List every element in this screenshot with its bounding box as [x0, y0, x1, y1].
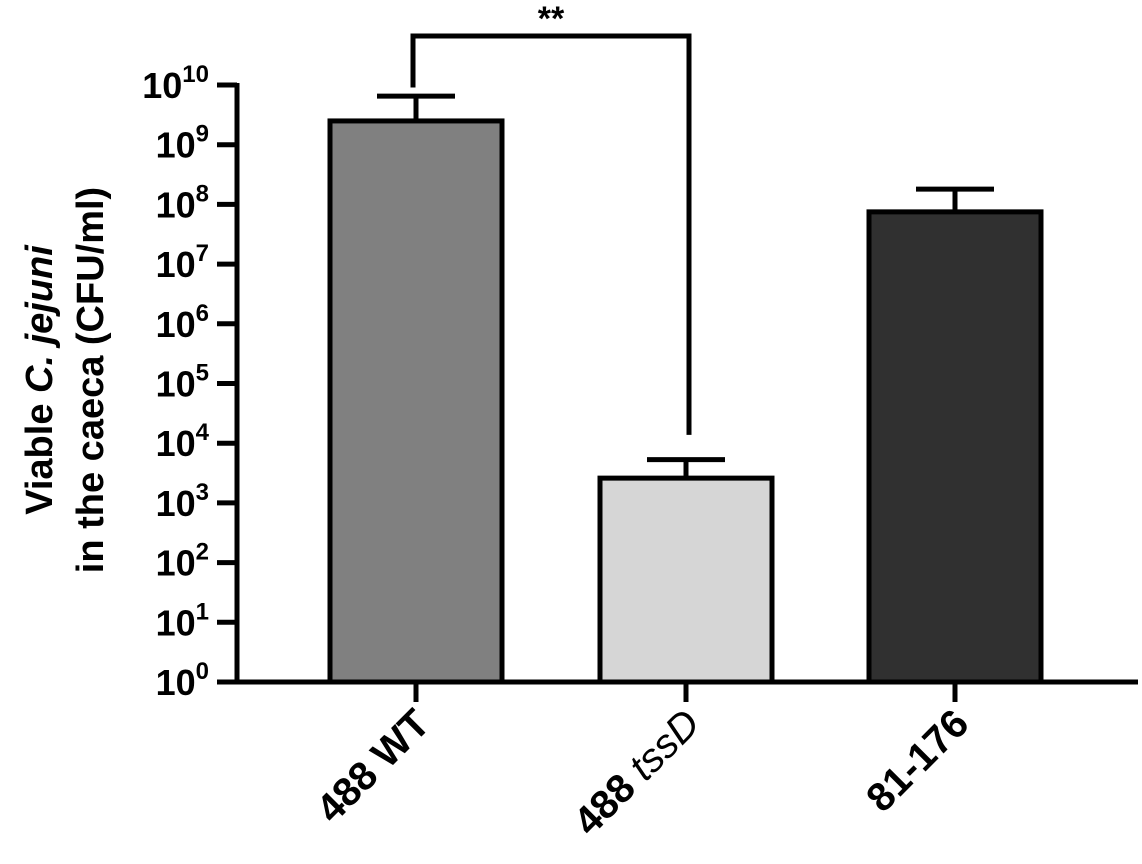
significance-label: ** [538, 0, 565, 38]
y-tick-label: 107 [156, 240, 209, 285]
significance-bracket [410, 33, 692, 435]
y-axis-label-line1: Viable C. jejuni [19, 244, 61, 515]
x-tick-label: 488 tssD [566, 701, 709, 844]
y-tick-label: 100 [156, 658, 209, 703]
y-tick-label: 108 [156, 180, 209, 225]
x-tick-label: 81-176 [858, 701, 977, 820]
y-axis-label: Viable C. jejuni in the caeca (CFU/ml) [19, 187, 112, 573]
y-tick-label: 1010 [142, 61, 209, 106]
y-tick-label: 105 [156, 360, 209, 405]
x-axis: 488 WT 488 tssD 81-176 [235, 679, 1138, 844]
y-tick-label: 102 [156, 539, 209, 584]
bars [327, 93, 1044, 685]
bar [597, 475, 775, 685]
y-axis-label-line2: in the caeca (CFU/ml) [70, 187, 112, 573]
y-tick-label: 106 [156, 300, 209, 345]
y-tick-label: 109 [156, 121, 209, 166]
bar [866, 209, 1044, 685]
y-tick-label: 103 [156, 479, 209, 524]
x-tick-label: 488 WT [308, 701, 438, 831]
y-tick-label: 101 [156, 598, 209, 643]
bar [327, 118, 505, 685]
y-tick-label: 104 [156, 419, 210, 464]
y-axis: 100 101 102 103 104 105 106 107 108 109 1010 [142, 61, 240, 703]
significance-annotations: ** [410, 0, 692, 435]
